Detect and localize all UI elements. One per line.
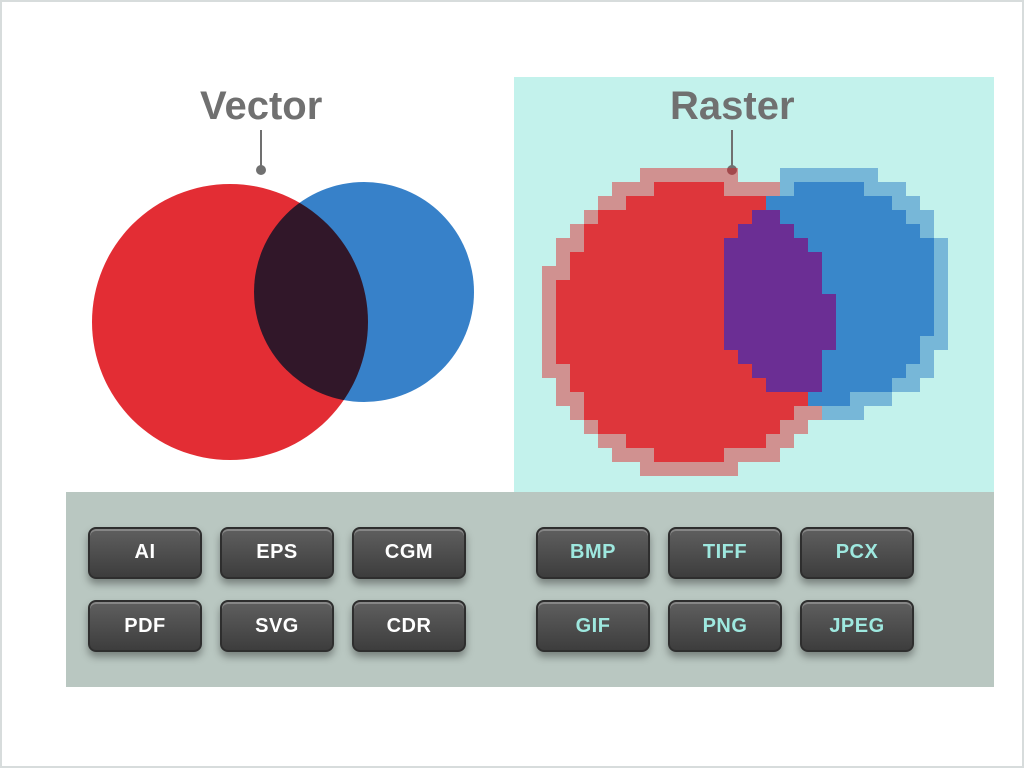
vector-format-cgm: CGM xyxy=(352,527,466,579)
format-label: EPS xyxy=(256,541,298,564)
format-label: AI xyxy=(135,541,156,564)
format-label: CDR xyxy=(387,615,432,638)
raster-formats-grid: BMP TIFF PCX GIF PNG JPEG xyxy=(514,492,934,687)
vector-format-svg: SVG xyxy=(220,600,334,652)
raster-pointer-icon xyxy=(731,130,733,170)
raster-heading-text: Raster xyxy=(670,84,795,128)
format-label: CGM xyxy=(385,541,433,564)
vector-format-ai: AI xyxy=(88,527,202,579)
vector-format-pdf: PDF xyxy=(88,600,202,652)
vector-heading-text: Vector xyxy=(200,84,322,128)
vector-heading: Vector xyxy=(200,84,322,129)
vector-format-eps: EPS xyxy=(220,527,334,579)
vector-format-cdr: CDR xyxy=(352,600,466,652)
raster-heading: Raster xyxy=(670,84,795,129)
raster-format-tiff: TIFF xyxy=(668,527,782,579)
format-label: SVG xyxy=(255,615,299,638)
format-label: GIF xyxy=(576,615,611,638)
formats-bar: AI EPS CGM PDF SVG CDR BMP TIFF PCX GIF PNG JPEG xyxy=(66,492,994,687)
vector-blue-circle xyxy=(254,182,474,402)
raster-format-gif: GIF xyxy=(536,600,650,652)
format-label: BMP xyxy=(570,541,616,564)
vector-formats-grid: AI EPS CGM PDF SVG CDR xyxy=(66,492,486,687)
format-label: PDF xyxy=(124,615,166,638)
raster-format-jpeg: JPEG xyxy=(800,600,914,652)
vector-pointer-icon xyxy=(260,130,262,170)
raster-format-bmp: BMP xyxy=(536,527,650,579)
raster-format-png: PNG xyxy=(668,600,782,652)
format-label: TIFF xyxy=(703,541,747,564)
raster-format-pcx: PCX xyxy=(800,527,914,579)
infographic-frame: Vector Raster AI EPS CGM PDF SVG CDR BMP TIFF P… xyxy=(0,0,1024,768)
format-label: JPEG xyxy=(829,615,884,638)
format-label: PNG xyxy=(703,615,748,638)
format-label: PCX xyxy=(836,541,879,564)
